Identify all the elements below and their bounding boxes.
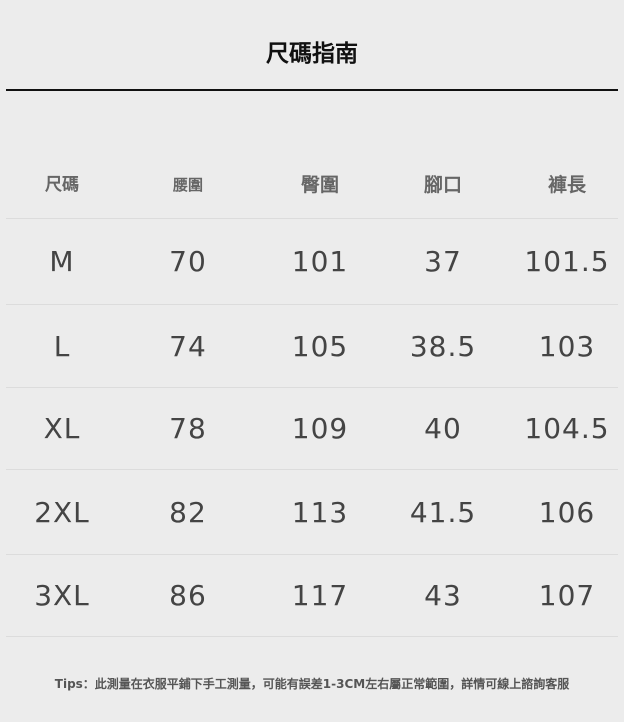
cell-length: 106 xyxy=(538,495,596,529)
title-divider xyxy=(6,89,618,91)
cell-size: 3XL xyxy=(34,579,90,612)
table-row: XL 78 109 40 104.5 xyxy=(6,388,618,470)
cell-waist: 86 xyxy=(169,579,207,612)
cell-leg-opening: 38.5 xyxy=(409,329,477,363)
cell-hip: 113 xyxy=(291,495,349,529)
header-size: 尺碼 xyxy=(45,175,79,195)
table-row: M 70 101 37 101.5 xyxy=(6,218,618,305)
cell-size: M xyxy=(49,244,75,278)
header-hip: 臀圍 xyxy=(300,174,339,196)
cell-size: XL xyxy=(43,412,81,445)
header-length: 褲長 xyxy=(547,174,586,196)
header-leg-opening: 腳口 xyxy=(423,174,462,196)
cell-waist: 82 xyxy=(169,495,207,529)
cell-leg-opening: 43 xyxy=(424,579,462,612)
cell-hip: 105 xyxy=(291,329,349,363)
table-row: 3XL 86 117 43 107 xyxy=(6,555,618,637)
cell-leg-opening: 41.5 xyxy=(409,495,477,529)
cell-length: 103 xyxy=(538,329,596,363)
cell-length: 101.5 xyxy=(524,244,610,278)
table-row: 2XL 82 113 41.5 106 xyxy=(6,470,618,555)
header-waist: 腰圍 xyxy=(172,176,203,194)
cell-leg-opening: 37 xyxy=(424,244,462,278)
cell-hip: 109 xyxy=(291,412,349,445)
cell-hip: 117 xyxy=(291,579,349,612)
cell-length: 107 xyxy=(538,579,596,612)
cell-waist: 74 xyxy=(169,329,207,363)
cell-size: L xyxy=(53,329,71,363)
page-title: 尺碼指南 xyxy=(266,41,358,67)
cell-waist: 70 xyxy=(169,244,207,278)
cell-hip: 101 xyxy=(291,244,349,278)
cell-length: 104.5 xyxy=(524,412,610,445)
table-header: 尺碼 腰圍 臀圍 腳口 褲長 xyxy=(6,167,618,219)
cell-waist: 78 xyxy=(169,412,207,445)
tips-note: Tips：此測量在衣服平鋪下手工測量，可能有誤差1-3CM左右屬正常範圍，詳情可… xyxy=(54,677,570,691)
table-row: L 74 105 38.5 103 xyxy=(6,305,618,388)
cell-leg-opening: 40 xyxy=(424,412,462,445)
cell-size: 2XL xyxy=(34,495,90,529)
